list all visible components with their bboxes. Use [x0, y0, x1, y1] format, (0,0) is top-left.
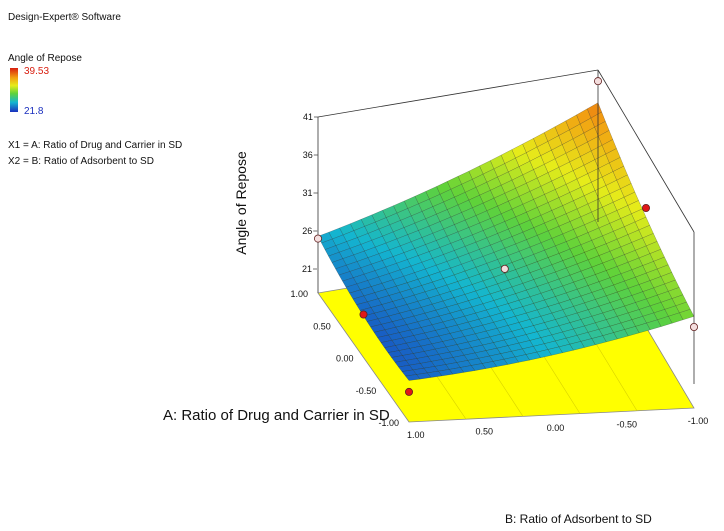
- bounding-box: [317, 69, 695, 384]
- design-point: [359, 310, 368, 319]
- response-surface: [317, 102, 695, 381]
- b-tick-label: 1.00: [407, 430, 425, 440]
- box-edge: [597, 69, 695, 233]
- z-axis-label: Angle of Repose: [233, 151, 249, 255]
- z-tick-label: 31: [302, 188, 312, 198]
- legend-title: Angle of Repose: [8, 53, 82, 64]
- axis-b-label: B: Ratio of Adsorbent to SD: [505, 512, 652, 526]
- a-tick-label: 0.50: [313, 321, 331, 331]
- a-tick-label: 1.00: [290, 289, 308, 299]
- a-tick-label: -1.00: [378, 418, 399, 428]
- design-point: [690, 322, 699, 331]
- z-tick-label: 36: [303, 150, 313, 160]
- software-title: Design-Expert® Software: [8, 12, 121, 23]
- legend-min-label: 21.8: [24, 106, 44, 117]
- b-tick-label: -1.00: [688, 416, 709, 426]
- surface-cell: [405, 374, 421, 381]
- b-tick-label: 0.50: [475, 427, 493, 437]
- factor-x2-definition: X2 = B: Ratio of Adsorbent to SD: [8, 156, 154, 167]
- design-point: [404, 387, 413, 396]
- design-point: [313, 234, 322, 243]
- legend-colorbar: [10, 68, 18, 112]
- a-tick-label: 0.00: [336, 354, 354, 364]
- box-edge: [317, 69, 599, 118]
- design-points: [313, 77, 699, 396]
- a-tick-label: -0.50: [356, 386, 377, 396]
- z-tick-label: 41: [303, 112, 313, 122]
- design-point: [500, 264, 509, 273]
- b-tick-label: 0.00: [547, 423, 565, 433]
- tick-labels: 41 36 31 26 21 1.00 0.50 0.00 -0.50 -1.00 1.00 0.50…: [290, 112, 708, 440]
- factor-x1-definition: X1 = A: Ratio of Drug and Carrier in SD: [8, 140, 183, 151]
- z-tick-label: 21: [302, 264, 312, 274]
- legend-max-label: 39.53: [24, 66, 50, 77]
- axis-a-label: A: Ratio of Drug and Carrier in SD: [163, 407, 390, 424]
- z-tick-label: 26: [302, 226, 312, 236]
- design-point: [594, 77, 603, 86]
- b-tick-label: -0.50: [616, 420, 637, 430]
- design-point: [642, 203, 651, 212]
